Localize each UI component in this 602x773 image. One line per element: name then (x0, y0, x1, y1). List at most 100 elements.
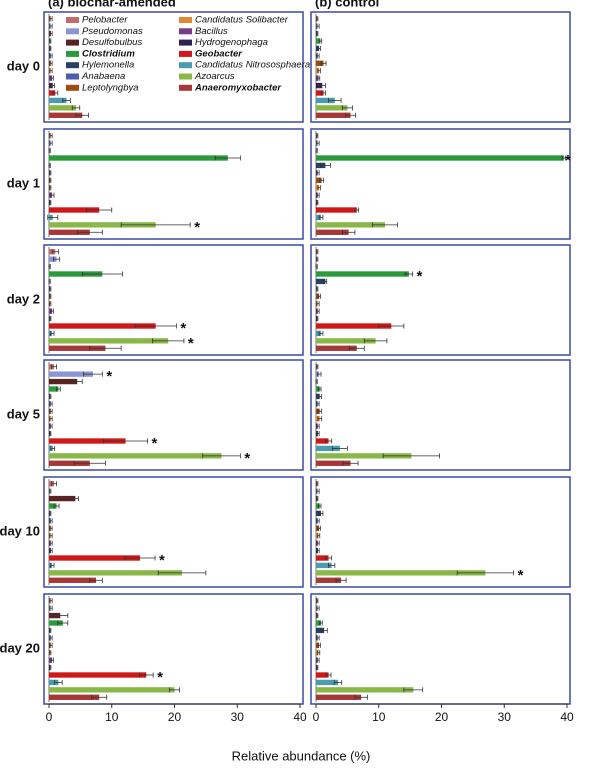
bar (49, 256, 57, 262)
legend-label: Candidatus Solibacter (195, 15, 289, 26)
bar (316, 620, 322, 626)
bar (49, 345, 106, 351)
bar (316, 214, 322, 221)
bar (49, 687, 175, 693)
legend-label: Desulfobulbus (82, 37, 142, 48)
x-tick-label: 30 (231, 710, 245, 724)
legend-label: Pelobacter (82, 15, 128, 26)
legend-label: Geobacter (195, 48, 243, 59)
legend-swatch (179, 39, 192, 46)
panel-frame (43, 359, 304, 471)
significance-mark: * (152, 435, 158, 452)
legend-swatch (66, 39, 79, 46)
x-tick-label: 0 (313, 710, 320, 724)
bar (316, 570, 486, 576)
significance-mark: * (417, 268, 423, 285)
bar (49, 503, 57, 509)
significance-mark: * (244, 450, 250, 467)
bar (316, 445, 340, 452)
bar (49, 229, 90, 235)
x-tick-label: 20 (168, 710, 182, 724)
bar (316, 694, 362, 700)
legend-swatch (66, 84, 79, 91)
significance-mark: * (565, 152, 571, 169)
x-tick-label: 10 (372, 710, 386, 724)
bar (49, 570, 183, 576)
panel-frame (310, 11, 571, 123)
legend-label: Pseudomonas (82, 26, 143, 37)
legend-swatch (66, 28, 79, 35)
significance-mark: * (194, 219, 200, 236)
bar (316, 386, 320, 392)
column-title: (a) biochar-amended (48, 0, 176, 9)
significance-mark: * (159, 552, 165, 569)
bar (316, 229, 349, 235)
legend-label: Hydrogenophaga (195, 37, 268, 48)
bar (49, 371, 93, 377)
bar (316, 222, 386, 228)
legend-swatch (179, 28, 192, 35)
bar (49, 105, 76, 111)
bar (49, 438, 126, 444)
legend-label: Leptolyngbya (82, 82, 139, 93)
bar (316, 687, 414, 693)
row-label: day 1 (7, 175, 40, 190)
x-tick-label: 40 (293, 710, 307, 724)
bar (49, 90, 56, 96)
bar (49, 577, 97, 583)
x-tick-label: 40 (560, 710, 574, 724)
bar (49, 555, 140, 561)
bar (316, 460, 351, 466)
bar (316, 627, 325, 634)
legend-swatch (179, 50, 192, 57)
panel-frame (310, 476, 571, 588)
bar (316, 453, 412, 459)
bar (49, 97, 67, 104)
bar (316, 672, 329, 678)
row-label: day 0 (7, 58, 40, 73)
bar (49, 453, 222, 459)
bar (316, 177, 322, 183)
significance-mark: * (518, 567, 524, 584)
bar (316, 338, 376, 344)
bar (316, 278, 326, 285)
significance-mark: * (106, 368, 112, 385)
x-tick-label: 10 (105, 710, 119, 724)
significance-mark: * (180, 320, 186, 337)
bar (316, 155, 564, 161)
x-axis-label: Relative abundance (%) (232, 748, 371, 763)
bar (49, 679, 59, 686)
bar (316, 38, 321, 44)
legend-swatch (179, 62, 192, 69)
legend-label: Clostridium (82, 48, 135, 59)
legend-label: Hylemonella (82, 60, 134, 71)
bar (316, 330, 322, 337)
bar (49, 222, 156, 228)
bar (49, 323, 156, 329)
legend-swatch (179, 84, 192, 91)
bar (49, 694, 100, 700)
x-tick-label: 0 (46, 710, 53, 724)
panel-frame (310, 128, 571, 240)
legend-label: Candidatus Nitrososphaera (195, 60, 310, 71)
significance-mark: * (157, 669, 163, 686)
bar (49, 271, 103, 277)
bar (316, 577, 342, 583)
legend-swatch (66, 50, 79, 57)
x-tick-label: 30 (498, 710, 512, 724)
bar (316, 562, 332, 569)
bar (49, 460, 90, 466)
bar (316, 679, 338, 686)
legend-swatch (66, 17, 79, 23)
bar (316, 503, 320, 509)
panel-frame (310, 244, 571, 356)
row-label: day 5 (7, 406, 40, 421)
panel-frame (43, 11, 304, 123)
panel-frame (43, 476, 304, 588)
bar (316, 438, 329, 444)
x-tick-label: 20 (435, 710, 449, 724)
legend-label: Azoarcus (194, 71, 235, 82)
legend-label: Anabaena (81, 71, 125, 82)
legend-label: Bacillus (195, 26, 228, 37)
